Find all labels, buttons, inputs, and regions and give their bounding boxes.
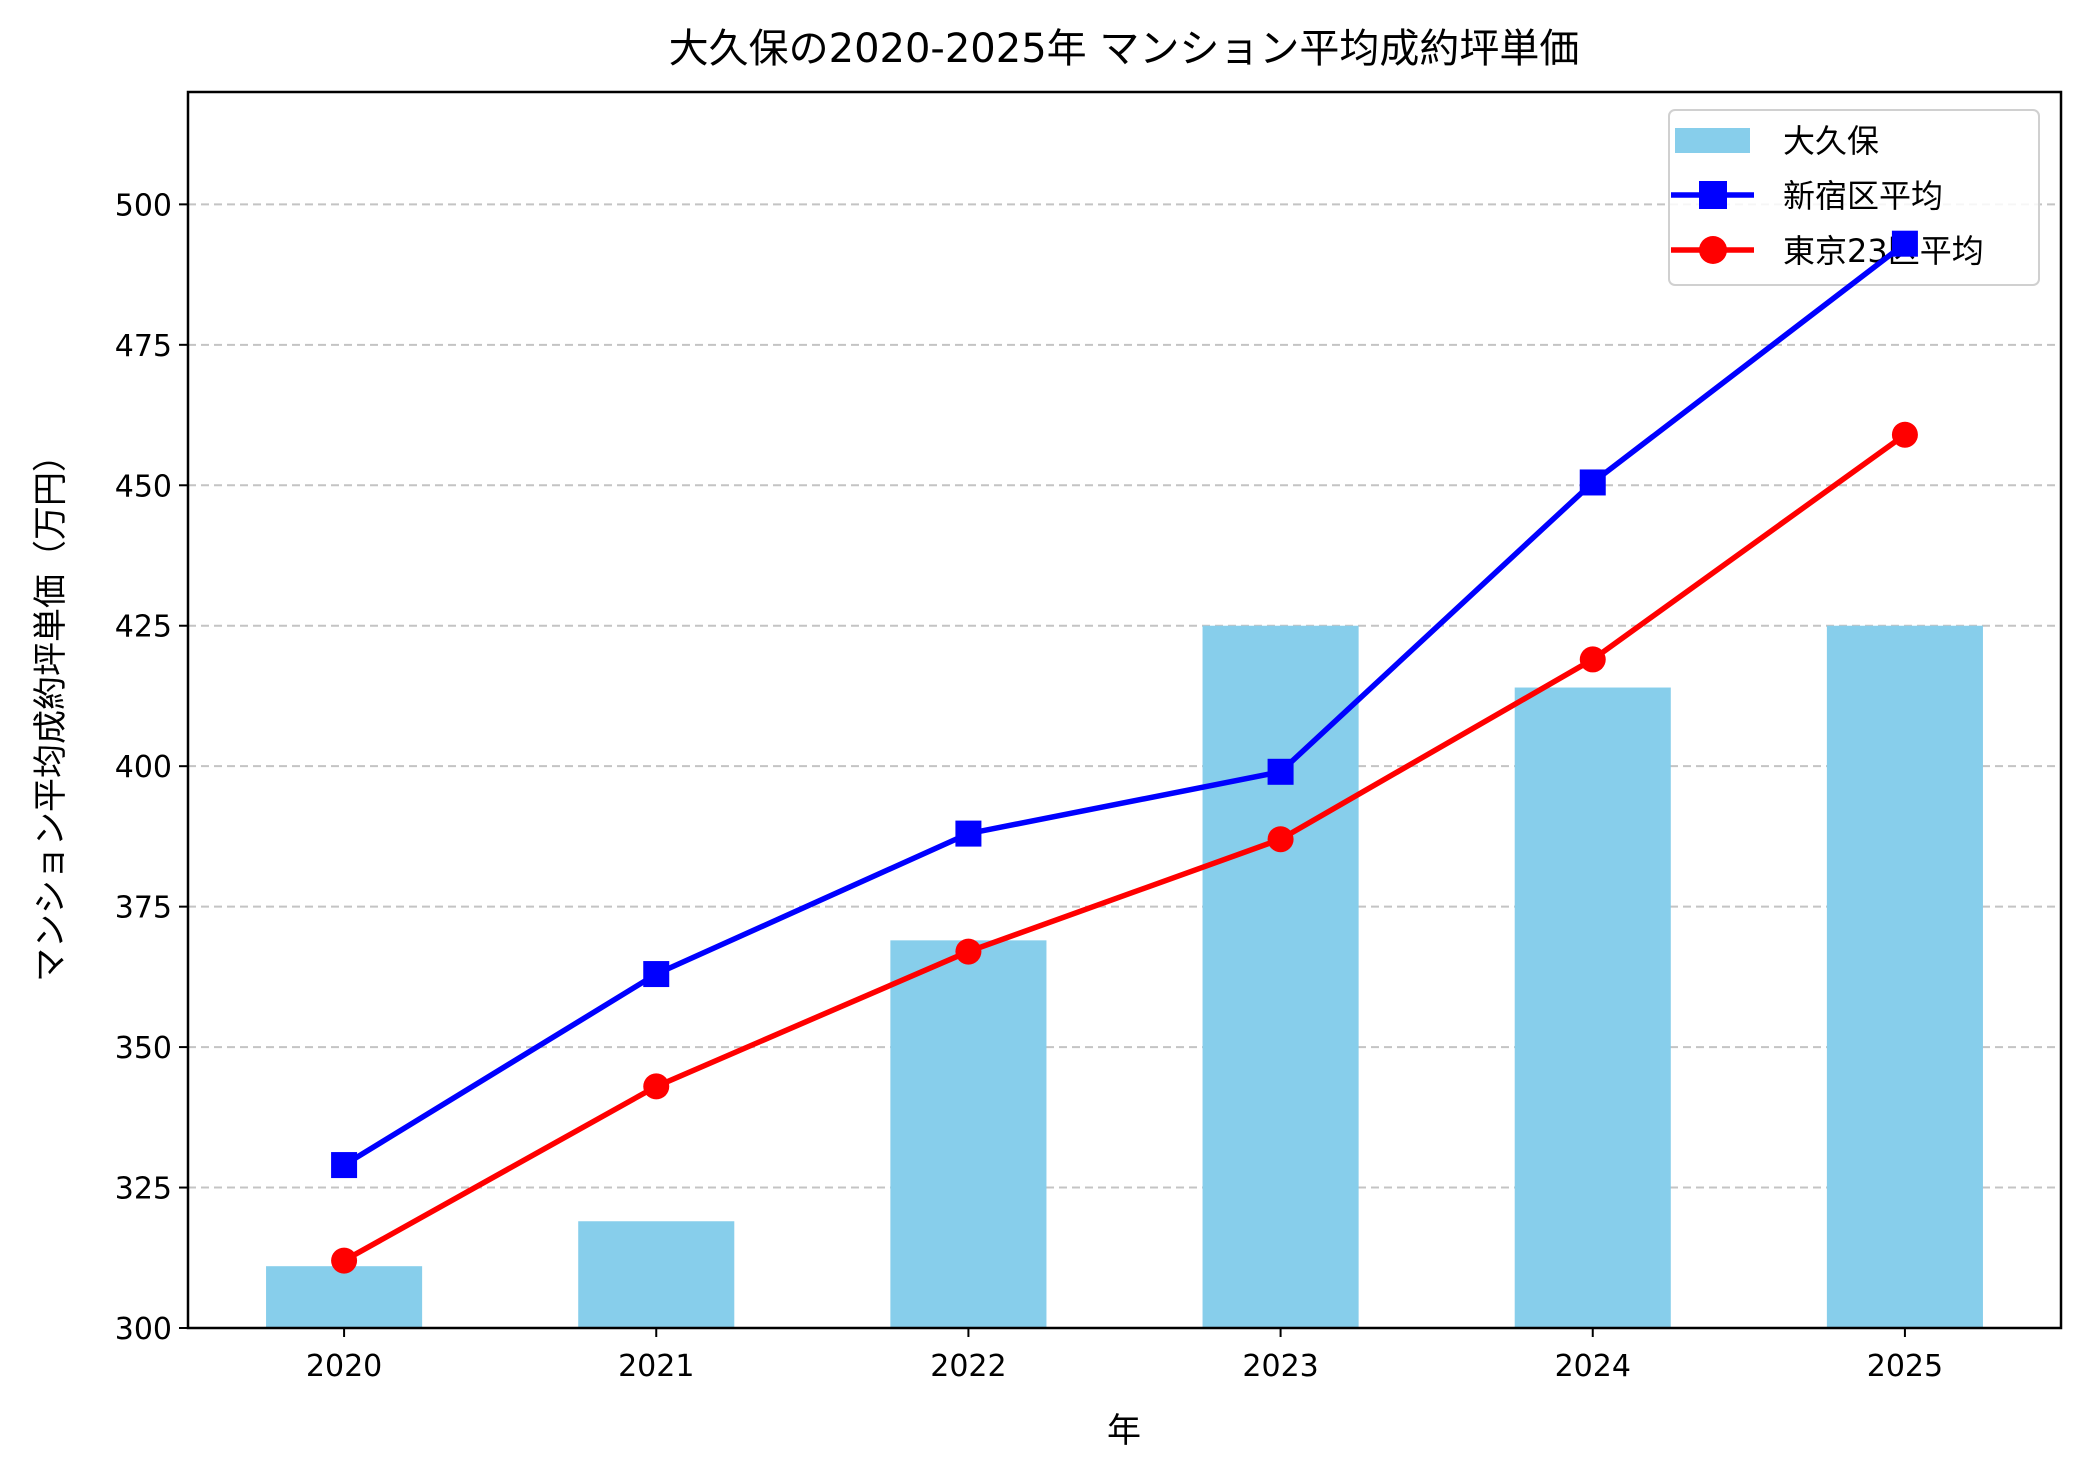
- marker-circle-2024: [1579, 646, 1606, 673]
- marker-square-2023: [1267, 758, 1294, 785]
- legend-label: 新宿区平均: [1783, 177, 1943, 215]
- y-tick-label: 450: [115, 469, 172, 504]
- chart-title: 大久保の2020-2025年 マンション平均成約坪単価: [669, 26, 1580, 72]
- y-tick-label: 350: [115, 1031, 172, 1066]
- marker-square-2020: [331, 1152, 358, 1179]
- marker-circle-2022: [955, 938, 982, 965]
- y-tick-label: 375: [115, 891, 172, 926]
- marker-square-2022: [955, 820, 982, 847]
- y-tick-label: 425: [115, 610, 172, 645]
- x-tick-label: 2021: [618, 1349, 694, 1384]
- bar-2021: [578, 1221, 735, 1328]
- x-tick-label: 2024: [1555, 1349, 1631, 1384]
- bar-2024: [1514, 687, 1671, 1328]
- series-line-2: [342, 432, 1907, 1263]
- x-tick-label: 2022: [930, 1349, 1006, 1384]
- y-axis-label: マンション平均成約坪単価（万円）: [31, 438, 71, 982]
- bar-2022: [890, 940, 1047, 1328]
- legend-swatch-bar: [1675, 128, 1750, 153]
- legend-marker-square: [1699, 181, 1727, 209]
- y-tick-label: 300: [115, 1312, 172, 1347]
- y-tick-label: 500: [115, 188, 172, 223]
- x-tick-label: 2020: [306, 1349, 382, 1384]
- legend-label: 大久保: [1783, 122, 1879, 160]
- y-tick-label: 475: [115, 329, 172, 364]
- bar-2023: [1202, 625, 1359, 1328]
- legend-marker-circle: [1699, 236, 1727, 264]
- x-tick-label: 2023: [1242, 1349, 1318, 1384]
- bar-2025: [1826, 625, 1983, 1328]
- y-tick-label: 325: [115, 1172, 172, 1207]
- plot-frame: [186, 90, 2063, 1330]
- marker-circle-2025: [1891, 421, 1918, 448]
- marker-circle-2021: [643, 1073, 670, 1100]
- marker-circle-2020: [331, 1247, 358, 1274]
- bar-2020: [266, 1266, 423, 1328]
- legend-label: 東京23区平均: [1783, 232, 1984, 270]
- y-tick-label: 400: [115, 750, 172, 785]
- x-tick-label: 2025: [1867, 1349, 1943, 1384]
- x-axis-label: 年: [1107, 1411, 1141, 1451]
- marker-square-2025: [1891, 230, 1918, 257]
- marker-circle-2023: [1267, 826, 1294, 853]
- marker-square-2021: [643, 961, 670, 988]
- marker-square-2024: [1579, 469, 1606, 496]
- series-line-1: [342, 241, 1907, 1168]
